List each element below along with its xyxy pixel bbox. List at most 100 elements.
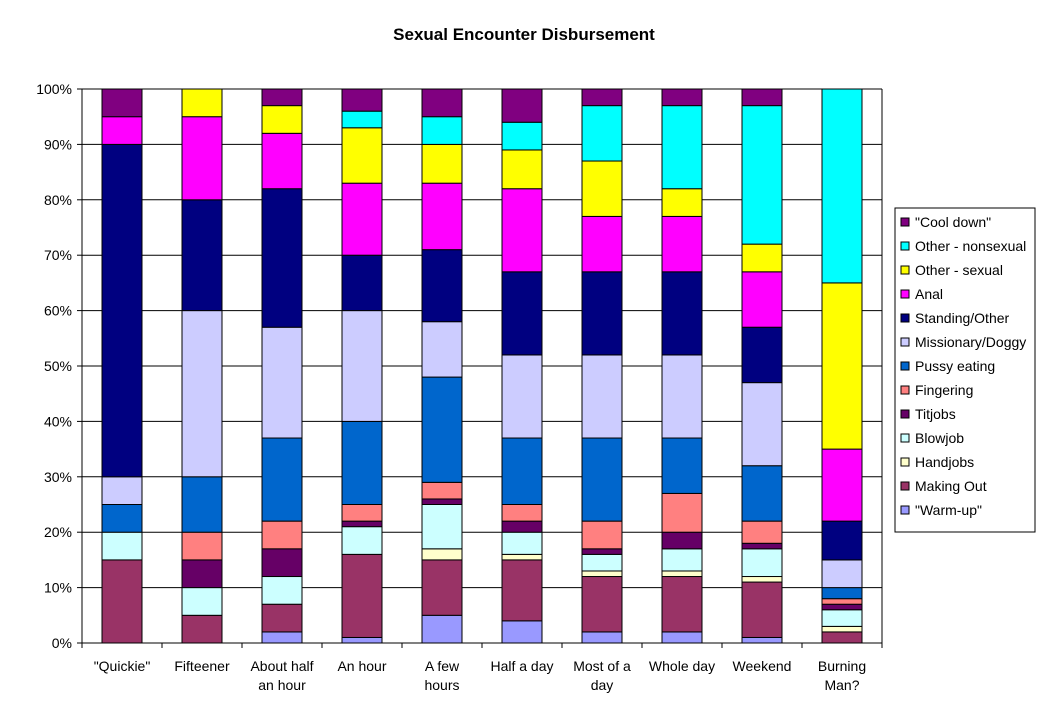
- bar-segment: [181, 199, 223, 312]
- bar-segment: [501, 188, 543, 273]
- bar-segment: [741, 576, 783, 583]
- legend-swatch: [900, 313, 910, 323]
- bar-segment: [341, 553, 383, 638]
- legend: "Cool down" Other - nonsexual Other - sexu…: [894, 207, 1036, 533]
- x-tick-label: Burning: [818, 658, 866, 674]
- y-tick-label: 0%: [52, 635, 72, 651]
- bar-segment: [341, 110, 383, 129]
- bar-segment: [101, 88, 143, 118]
- bar-segment: [261, 520, 303, 550]
- bar-segment: [741, 520, 783, 544]
- bar-segment: [181, 476, 223, 533]
- x-tick-label: Man?: [824, 677, 859, 693]
- bar-segment: [821, 625, 863, 633]
- bar-segment: [741, 105, 783, 245]
- bar-segment: [581, 215, 623, 273]
- x-tick-label: "Quickie": [94, 658, 151, 674]
- bar-segment: [501, 504, 543, 522]
- bar-segment: [821, 448, 863, 522]
- bar-segment: [741, 581, 783, 638]
- bar-segment: [501, 531, 543, 555]
- x-tick-label: an hour: [258, 677, 306, 693]
- bar-segment: [821, 520, 863, 561]
- bar-segment: [341, 310, 383, 422]
- bar-segment: [821, 598, 863, 605]
- bar-segment: [341, 504, 383, 522]
- legend-swatch: [900, 337, 910, 347]
- bar-segment: [661, 105, 703, 190]
- bar-segment: [661, 570, 703, 578]
- bar-segment: [501, 149, 543, 190]
- bar-segment: [341, 127, 383, 184]
- x-tick-label: day: [591, 677, 614, 693]
- bar-segment: [741, 542, 783, 550]
- bar-segment: [581, 548, 623, 555]
- bar-segment: [341, 520, 383, 528]
- bar-segment: [261, 88, 303, 107]
- bar-segment: [501, 520, 543, 533]
- bar-segment: [421, 116, 463, 145]
- legend-label: Titjobs: [915, 406, 956, 422]
- bar-segment: [581, 520, 623, 550]
- bar-segment: [181, 88, 223, 118]
- legend-swatch: [900, 481, 910, 491]
- y-tick-label: 70%: [44, 247, 72, 263]
- bar-segment: [341, 420, 383, 505]
- legend-swatch: [900, 505, 910, 515]
- bar-segment: [581, 570, 623, 578]
- x-tick-label: Fifteener: [174, 658, 230, 674]
- legend-label: "Warm-up": [915, 502, 982, 518]
- legend-label: Other - sexual: [915, 262, 1003, 278]
- legend-label: Pussy eating: [915, 358, 995, 374]
- bar-segment: [661, 354, 703, 439]
- legend-swatch: [900, 409, 910, 419]
- bar-segment: [741, 88, 783, 107]
- bar-segment: [501, 553, 543, 561]
- legend-label: Other - nonsexual: [915, 238, 1026, 254]
- chart-title: Sexual Encounter Disbursement: [393, 25, 655, 44]
- legend-swatch: [900, 217, 910, 227]
- y-tick-label: 50%: [44, 358, 72, 374]
- axes: 0% 10% 20% 30% 40% 50% 60% 70% 80% 90% 100% "Quicki…: [36, 81, 883, 693]
- y-tick-label: 80%: [44, 192, 72, 208]
- bar-segment: [501, 559, 543, 622]
- legend-label: Missionary/Doggy: [915, 334, 1026, 350]
- bar-segment: [661, 531, 703, 550]
- legend-label: Fingering: [915, 382, 973, 398]
- x-tick-label: Weekend: [733, 658, 792, 674]
- legend-swatch: [900, 289, 910, 299]
- legend-label: Anal: [915, 286, 943, 302]
- bar-segment: [421, 498, 463, 505]
- bar-segment: [421, 249, 463, 323]
- bar-segment: [821, 282, 863, 450]
- bar-segment: [421, 376, 463, 483]
- legend-swatch: [900, 457, 910, 467]
- bar-segment: [421, 504, 463, 550]
- bar-segment: [101, 116, 143, 145]
- bar-segment: [101, 504, 143, 533]
- bar-segment: [181, 614, 223, 644]
- bars: [101, 88, 863, 644]
- bar-segment: [341, 526, 383, 555]
- bar-segment: [261, 105, 303, 134]
- bar-segment: [741, 382, 783, 467]
- x-tick-label: A few: [425, 658, 460, 674]
- bar-segment: [261, 603, 303, 633]
- bar-segment: [421, 481, 463, 500]
- x-tick-label: About half: [250, 658, 313, 674]
- legend-swatch: [900, 265, 910, 275]
- bar-segment: [581, 105, 623, 162]
- bar-segment: [581, 553, 623, 572]
- bar-segment: [101, 559, 143, 644]
- bar-segment: [821, 559, 863, 589]
- bar-segment: [501, 121, 543, 151]
- bar-segment: [421, 143, 463, 184]
- bar-segment: [501, 271, 543, 356]
- bar-segment: [101, 531, 143, 561]
- bar-segment: [101, 143, 143, 478]
- bar-segment: [421, 321, 463, 378]
- bar-segment: [181, 559, 223, 589]
- bar-segment: [421, 548, 463, 561]
- legend-swatch: [900, 361, 910, 371]
- bar-segment: [661, 188, 703, 217]
